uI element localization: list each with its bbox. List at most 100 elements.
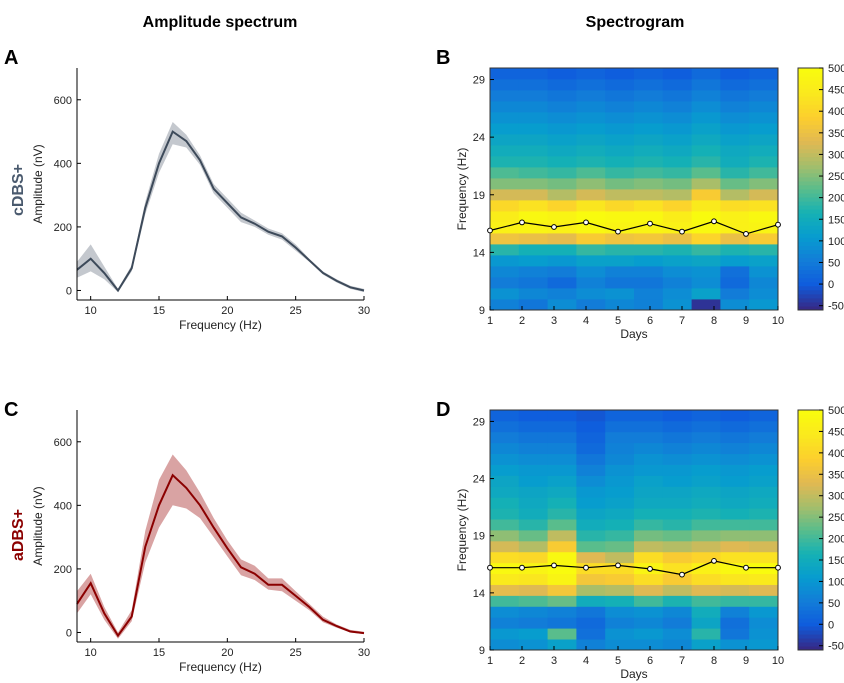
chart-d-cell [605,431,635,444]
chart-d-cell [518,431,548,444]
chart-b-cell [662,112,692,124]
chart-b-cell [749,255,779,267]
chart-b-cell [691,112,721,124]
chart-b-colorbar-segment [798,233,823,238]
chart-d-colorbar-tick-label: 0 [828,619,834,631]
chart-b-cell [547,156,577,168]
chart-d-cell [576,519,606,531]
chart-b-cell [691,299,721,311]
chart-b-cell [662,68,692,80]
chart-b-colorbar-tick-label: 400 [828,106,844,118]
chart-b-colorbar-segment [798,293,823,299]
chart-b-cell [605,189,635,201]
chart-d-cell [691,628,721,640]
chart-d-colorbar-segment [798,418,823,423]
chart-b-colorbar-segment [798,257,823,263]
chart-b-colorbar-segment [798,225,823,230]
chart-d-colorbar-segment [798,570,823,575]
chart-b-cell [518,255,548,267]
chart-b-colorbar-segment [798,180,823,186]
chart-b-cell [749,288,779,300]
chart-b-cell [749,244,779,256]
chart-b-colorbar-segment [798,184,823,190]
chart-b-cell [490,299,520,311]
chart-b-cell [518,112,548,124]
chart-b-cell [749,200,779,212]
chart-b-cell [691,200,721,212]
chart-d-cell [720,562,750,575]
chart-d-colorbar-segment [798,514,823,519]
chart-c-y-tick-label: 400 [54,500,72,512]
chart-b-cell [605,288,635,300]
chart-d-cell [490,617,520,629]
chart-d-cell [490,497,520,509]
chart-b-cell [547,101,577,113]
chart-b-colorbar-segment [798,209,823,214]
chart-b-colorbar-segment [798,205,823,210]
chart-d-colorbar-segment [798,502,823,507]
chart-b-cell [691,156,721,168]
chart-d-colorbar-segment [798,466,823,471]
chart-b-colorbar-segment [798,116,823,121]
chart-d-cell [691,595,721,607]
chart-d-cell [662,431,692,444]
chart-b-cell [662,277,692,289]
chart-d-cell [576,420,606,433]
chart-b-cell [691,277,721,289]
chart-b-colorbar-segment [798,172,823,178]
chart-d-cell [547,442,577,455]
chart-b-colorbar-frame [797,67,824,311]
chart-d-cell [605,453,635,465]
chart-b-cell [720,68,750,80]
chart-c-x-axis-label: Frequency (Hz) [179,660,262,674]
chart-d-x-tick-label: 9 [743,655,749,667]
chart-d-cell [749,562,779,575]
chart-b-cell [605,79,635,91]
chart-b-peak-line [489,220,779,235]
chart-b-cell [691,244,721,256]
chart-b-colorbar-tick-label: 350 [828,128,844,140]
chart-d-colorbar-segment [798,542,823,547]
chart-c-x-tick-label: 15 [153,647,165,659]
chart-b-cell [720,189,750,201]
chart-d-cell [749,486,779,498]
chart-d-cell [691,475,721,487]
chart-d-colorbar-segment [798,562,823,567]
chart-d-cell [749,464,779,476]
chart-b-colorbar-segment [798,281,823,287]
chart-a-x-axis-label: Frequency (Hz) [179,318,262,332]
chart-d-cell [547,508,577,520]
chart-b-cell [720,79,750,91]
chart-d-cell [576,540,606,553]
chart-b-cell [662,101,692,113]
chart-d-cell [605,628,635,640]
chart-b-cell [749,277,779,289]
chart-b-colorbar-segment [798,249,823,255]
chart-b-colorbar-segment [798,305,823,311]
chart-d-colorbar-segment [798,430,823,435]
chart-d-cell [749,442,779,455]
chart-d-colorbar-segment [798,486,823,491]
chart-b-y-axis-label: Frequency (Hz) [455,148,469,231]
chart-d-cell [490,639,520,651]
chart-b-cell [547,189,577,201]
chart-b-cell [490,233,520,245]
chart-b-cell [634,79,664,91]
chart-d-cell [634,410,664,422]
chart-b-colorbar-tick-label: 500 [828,63,844,75]
chart-b-cell [547,222,577,234]
chart-b-cell [634,90,664,102]
chart-b-cell [691,167,721,179]
chart-b-colorbar-segment [798,217,823,222]
chart-b-colorbar-segment [798,136,823,142]
chart-d-cell [490,595,520,607]
chart-a-y-tick-label: 600 [54,95,72,107]
chart-d-cell [720,486,750,498]
chart-d-cell [749,551,779,564]
chart-b-x-tick-label: 6 [647,315,653,327]
chart-d-cell [720,420,750,433]
chart-b-x-tick-label: 1 [487,315,493,327]
chart-b-cell [547,178,577,190]
chart-d-cell [547,584,577,596]
chart-b-cell [576,266,606,278]
